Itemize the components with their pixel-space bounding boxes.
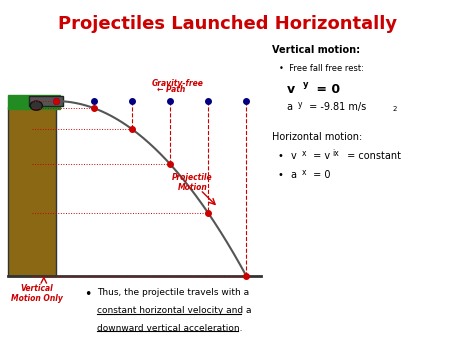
Text: ix: ix <box>333 149 339 158</box>
FancyBboxPatch shape <box>29 97 63 106</box>
Text: •: • <box>84 289 91 301</box>
Text: Gravity-free: Gravity-free <box>152 79 204 88</box>
Text: = -9.81 m/s: = -9.81 m/s <box>306 103 366 113</box>
Text: Vertical
Motion Only: Vertical Motion Only <box>11 284 63 303</box>
Text: = constant: = constant <box>344 151 401 161</box>
Text: x: x <box>301 168 306 177</box>
Text: = 0: = 0 <box>310 170 330 180</box>
FancyBboxPatch shape <box>9 107 55 276</box>
FancyBboxPatch shape <box>9 95 60 109</box>
Text: constant horizontal velocity and a: constant horizontal velocity and a <box>97 306 252 315</box>
Text: •  Free fall free rest:: • Free fall free rest: <box>279 64 365 73</box>
Text: v: v <box>286 83 295 97</box>
Text: •: • <box>278 151 284 161</box>
Text: Horizontal motion:: Horizontal motion: <box>273 132 363 142</box>
Text: y: y <box>298 100 303 109</box>
Text: = 0: = 0 <box>312 83 340 97</box>
Text: a: a <box>290 170 296 180</box>
Text: a: a <box>286 103 292 113</box>
Text: downward vertical acceleration.: downward vertical acceleration. <box>97 324 243 333</box>
Text: x: x <box>301 149 306 158</box>
Text: Vertical motion:: Vertical motion: <box>273 45 360 55</box>
Text: Projectiles Launched Horizontally: Projectiles Launched Horizontally <box>58 16 397 33</box>
Circle shape <box>30 101 42 110</box>
Text: Thus, the projectile travels with a: Thus, the projectile travels with a <box>97 289 249 297</box>
Text: Projectile
Motion: Projectile Motion <box>172 173 212 192</box>
Text: 2: 2 <box>392 106 397 112</box>
Text: v: v <box>290 151 296 161</box>
Text: y: y <box>302 80 308 89</box>
Text: ← Path: ← Path <box>157 85 185 94</box>
Text: •: • <box>278 170 284 180</box>
Text: = v: = v <box>310 151 330 161</box>
